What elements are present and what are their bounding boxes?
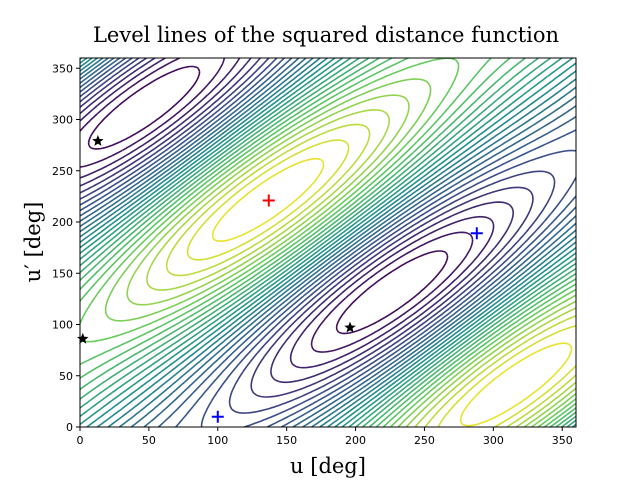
y-tick-label: 0: [66, 421, 73, 434]
contour-line: [126, 94, 576, 427]
x-tick-label: 50: [142, 434, 156, 447]
y-tick-label: 200: [52, 216, 73, 229]
contour-line: [80, 58, 576, 427]
contour-line: [80, 58, 556, 414]
plus-marker: [470, 227, 483, 240]
contour-line: [80, 58, 495, 369]
contour-line: [80, 58, 576, 427]
contour-line: [80, 58, 576, 427]
contour-line: [80, 58, 514, 384]
contour-line: [80, 58, 576, 427]
contour-line: [80, 58, 576, 427]
contour-line: [80, 58, 576, 427]
y-tick-label: 150: [52, 267, 73, 280]
y-tick-label: 50: [59, 370, 73, 383]
contour-line: [165, 123, 576, 427]
contour-line: [80, 58, 576, 427]
contour-line: [80, 58, 576, 427]
plus-marker: [211, 410, 224, 423]
star-marker: [344, 321, 356, 333]
x-tick-label: 150: [276, 434, 297, 447]
star-marker: [77, 332, 89, 344]
x-tick-label: 200: [345, 434, 366, 447]
plot-frame: [79, 57, 577, 428]
contour-line: [80, 58, 576, 427]
contour-line: [80, 58, 576, 427]
x-tick-label: 300: [483, 434, 504, 447]
contour-line: [104, 78, 576, 427]
y-tick-label: 100: [52, 319, 73, 332]
x-tick-label: 350: [552, 434, 573, 447]
x-tick-label: 250: [414, 434, 435, 447]
contour-line: [80, 58, 576, 427]
y-tick-label: 300: [52, 114, 73, 127]
star-marker: [92, 135, 104, 146]
y-tick-label: 350: [52, 62, 73, 75]
contour-line: [80, 58, 576, 427]
contour-line: [80, 58, 576, 427]
x-tick-label: 100: [207, 434, 228, 447]
contour-line: [80, 58, 576, 427]
contour-line: [87, 65, 449, 335]
chart-title: Level lines of the squared distance func…: [93, 23, 559, 47]
contour-line: [186, 139, 576, 427]
y-tick-label: 250: [52, 165, 73, 178]
plus-marker: [262, 194, 275, 207]
contour-line: [211, 157, 573, 427]
x-tick-label: 0: [77, 434, 84, 447]
contour-line: [80, 58, 576, 427]
contour-line: [80, 58, 576, 427]
x-axis-label: u [deg]: [290, 454, 366, 478]
y-axis-label: u′ [deg]: [21, 202, 45, 283]
contour-line: [146, 109, 576, 427]
contour-lines: [80, 58, 576, 427]
contour-line: [80, 58, 576, 427]
